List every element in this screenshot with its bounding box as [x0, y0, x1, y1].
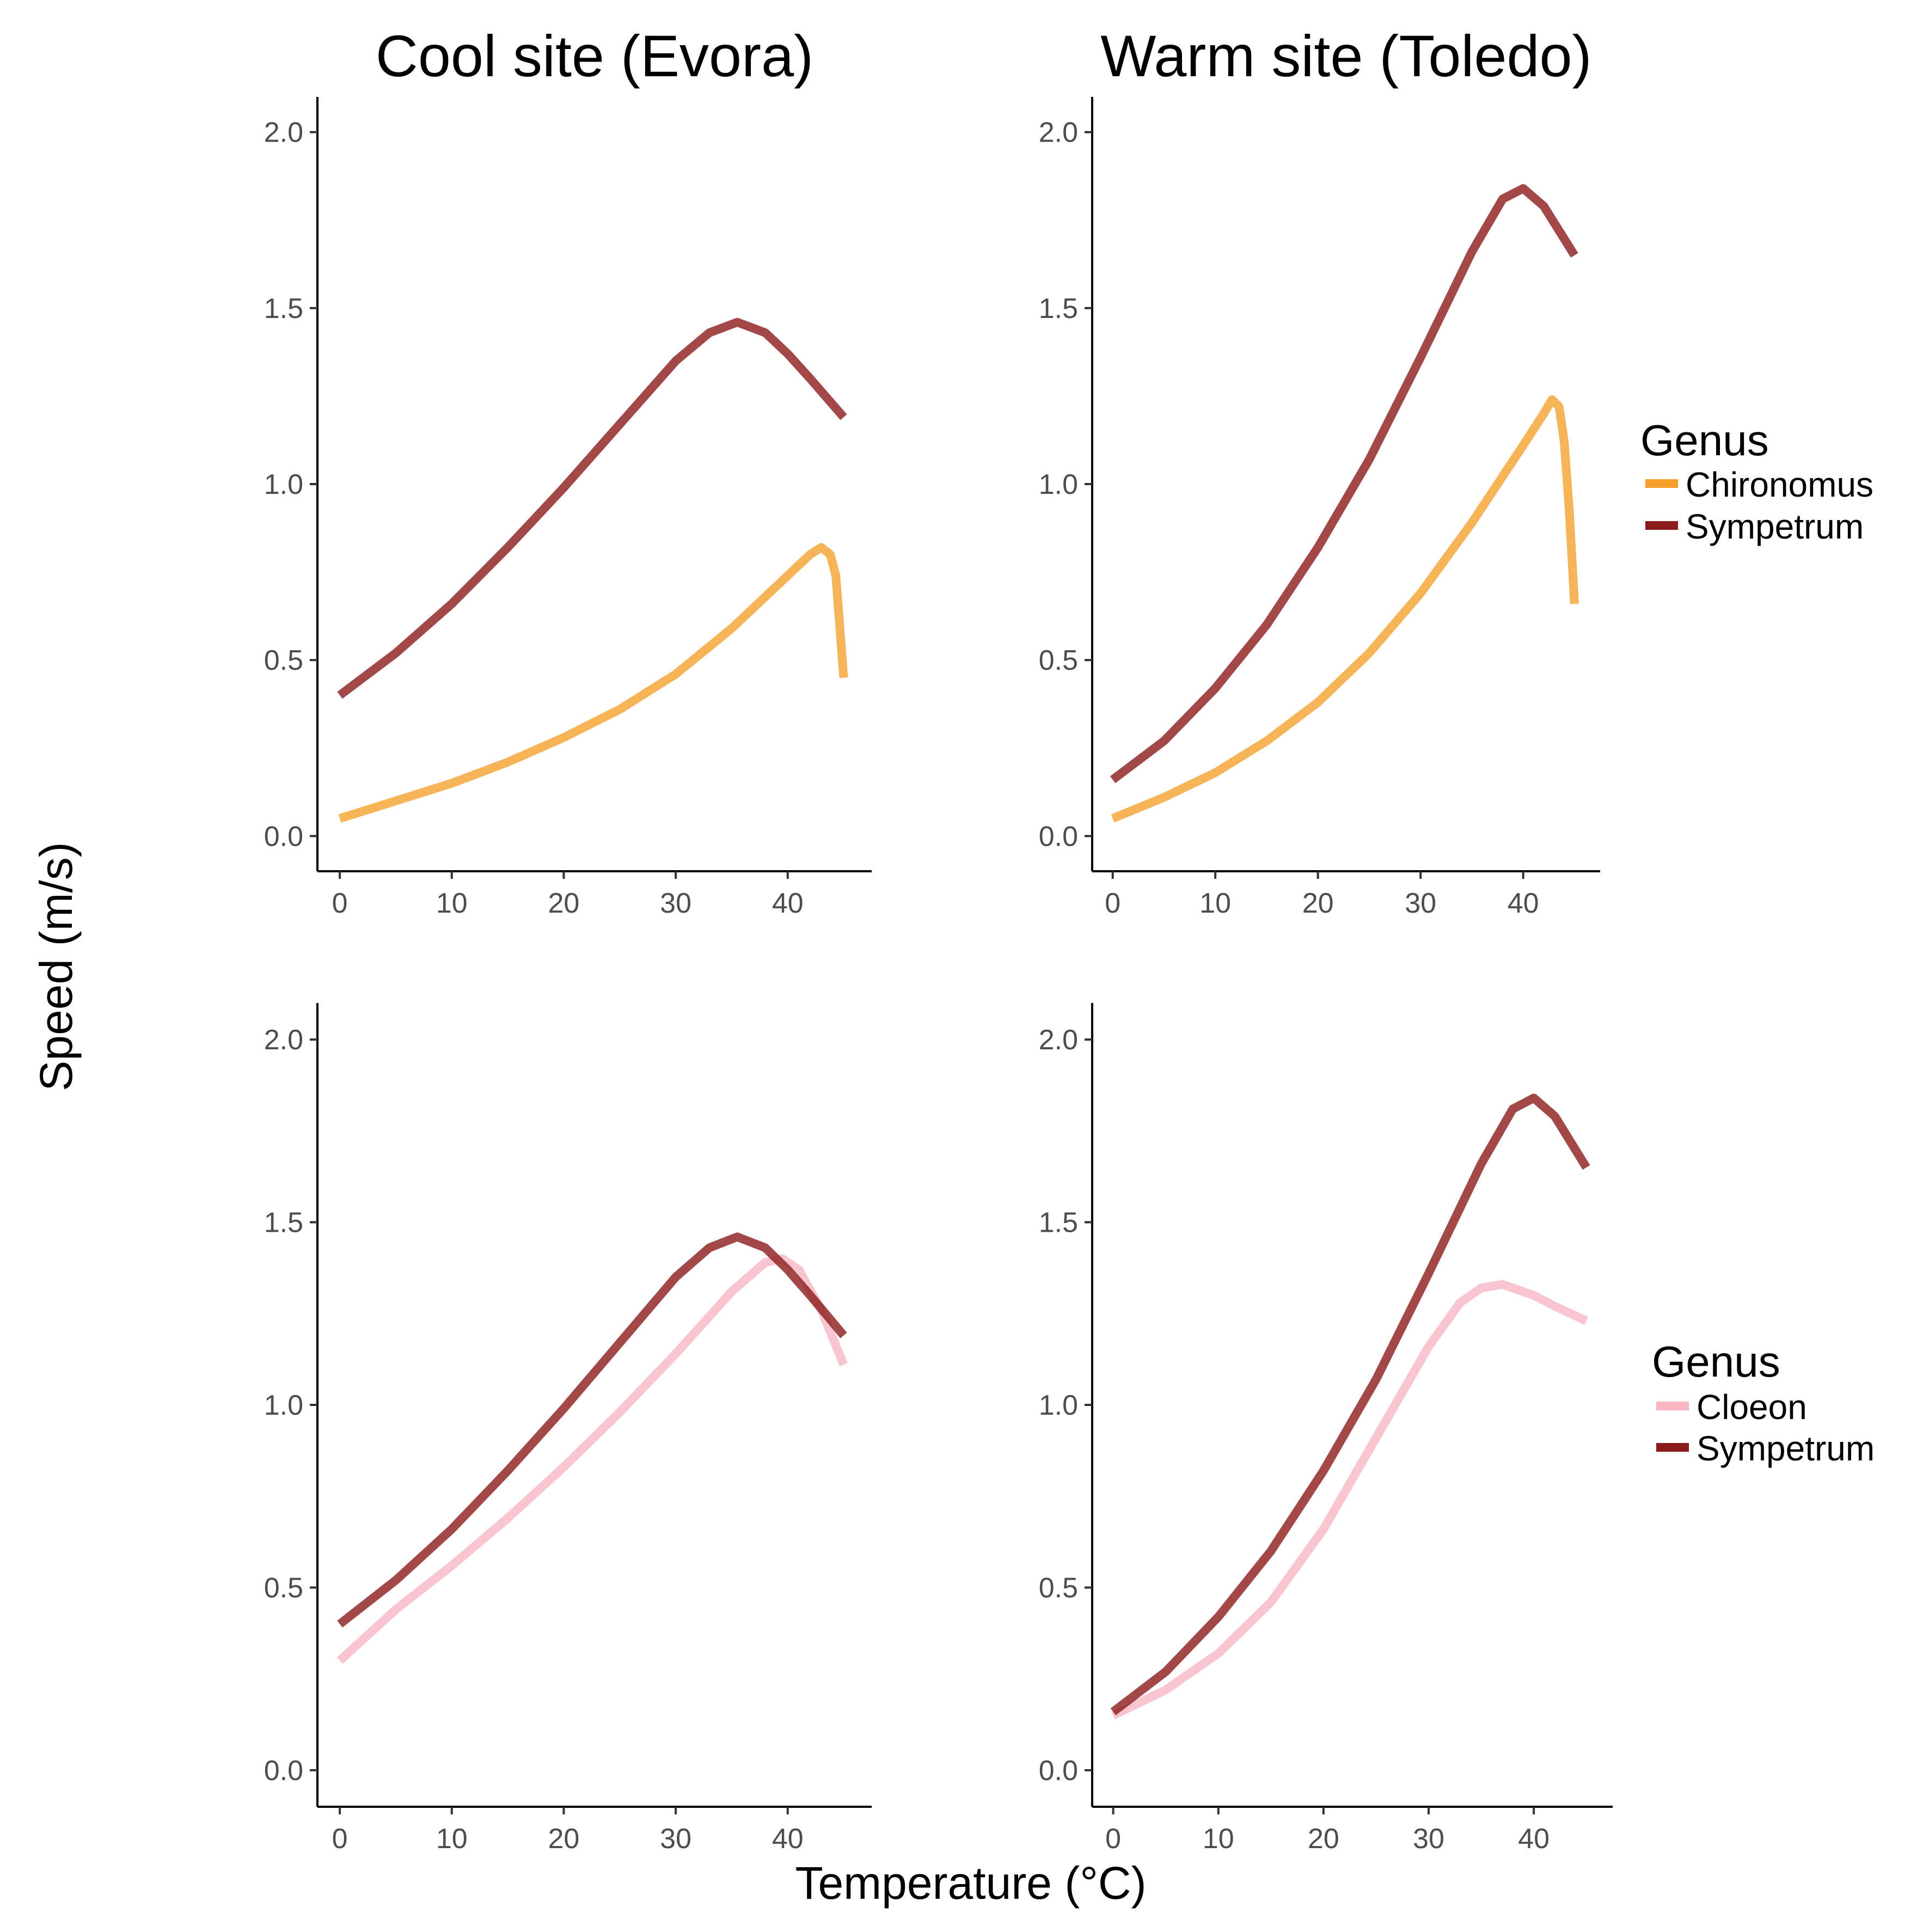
x-tick-label: 0 — [1105, 1823, 1121, 1855]
x-tick-label: 0 — [332, 1823, 348, 1855]
x-tick-label: 0 — [332, 888, 348, 919]
legend-label-sympetrum: Sympetrum — [1686, 507, 1864, 546]
series-line-chironomus — [338, 543, 848, 823]
x-tick-label: 30 — [1405, 888, 1436, 919]
series-line-sympetrum — [1110, 184, 1578, 784]
x-tick-label: 20 — [1302, 888, 1334, 919]
legend-label-chironomus: Chironomus — [1686, 465, 1873, 504]
y-tick-label: 0.5 — [1039, 645, 1078, 676]
legend-bottom: Genus Cloeon Sympetrum — [1652, 1337, 1875, 1468]
y-tick-label: 0.0 — [1039, 821, 1078, 852]
legend-label-cloeon: Cloeon — [1697, 1387, 1807, 1427]
x-tick-label: 0 — [1105, 888, 1120, 919]
chart-panel-1: 0.0 0.5 1.0 1.5 2.0 0 10 20 30 40 Cool site (Evora… — [264, 23, 872, 919]
x-tick-label: 30 — [660, 1823, 691, 1855]
legend-title: Genus — [1652, 1337, 1780, 1386]
y-tick-label: 1.0 — [264, 469, 303, 500]
panel-title: Warm site (Toledo) — [1100, 23, 1591, 89]
legend-top: Genus Chironomus Sympetrum — [1640, 416, 1873, 546]
legend-title: Genus — [1640, 416, 1769, 464]
x-tick-label: 10 — [436, 1823, 468, 1855]
x-tick-label: 20 — [548, 888, 580, 919]
legend-label-sympetrum: Sympetrum — [1697, 1429, 1875, 1468]
panel-title: Cool site (Evora) — [376, 23, 813, 89]
y-tick-label: 1.5 — [264, 293, 303, 325]
chart-panel-2: 0.0 0.5 1.0 1.5 2.0 0 10 20 30 40 Warm site (Toled… — [1039, 23, 1600, 919]
y-tick-label: 0.5 — [264, 1572, 303, 1604]
series-line-cloeon — [1111, 1280, 1589, 1720]
x-tick-label: 10 — [1199, 888, 1231, 919]
y-tick-label: 1.0 — [1039, 1390, 1078, 1421]
x-tick-label: 20 — [1308, 1823, 1339, 1855]
y-tick-label: 2.0 — [1039, 117, 1078, 149]
series-line-cloeon — [336, 1254, 848, 1664]
y-tick-label: 0.0 — [264, 1755, 303, 1787]
x-tick-label: 40 — [772, 1823, 804, 1855]
x-tick-label: 20 — [548, 1823, 580, 1855]
y-tick-label: 2.0 — [264, 1024, 303, 1056]
x-tick-label: 10 — [1203, 1823, 1234, 1855]
y-tick-label: 0.0 — [264, 821, 303, 852]
series-line-sympetrum — [1110, 1093, 1590, 1715]
y-tick-label: 0.5 — [264, 645, 303, 676]
x-tick-label: 30 — [660, 888, 691, 919]
y-tick-label: 2.0 — [264, 117, 303, 149]
y-tick-label: 1.0 — [264, 1390, 303, 1421]
x-tick-label: 40 — [1508, 888, 1539, 919]
chart-panel-3: 0.0 0.5 1.0 1.5 2.0 0 10 20 30 40 — [264, 1003, 872, 1855]
x-axis-title: Temperature (°C) — [795, 1857, 1146, 1909]
y-tick-label: 1.5 — [1039, 293, 1078, 325]
x-tick-label: 10 — [436, 888, 468, 919]
y-tick-label: 1.5 — [1039, 1207, 1078, 1239]
chart-panel-4: 0.0 0.5 1.0 1.5 2.0 0 10 20 30 40 — [1039, 1003, 1613, 1855]
series-line-chironomus — [1111, 395, 1579, 823]
series-line-sympetrum — [337, 317, 847, 699]
y-tick-label: 2.0 — [1039, 1024, 1078, 1056]
y-tick-label: 1.5 — [264, 1207, 303, 1239]
y-tick-label: 1.0 — [1039, 469, 1078, 500]
y-axis-title: Speed (m/s) — [30, 842, 82, 1091]
y-tick-label: 0.0 — [1039, 1755, 1078, 1787]
x-tick-label: 30 — [1413, 1823, 1444, 1855]
x-tick-label: 40 — [1518, 1823, 1550, 1855]
y-tick-label: 0.5 — [1039, 1572, 1078, 1604]
series-line-sympetrum — [337, 1232, 847, 1628]
x-tick-label: 40 — [772, 888, 804, 919]
